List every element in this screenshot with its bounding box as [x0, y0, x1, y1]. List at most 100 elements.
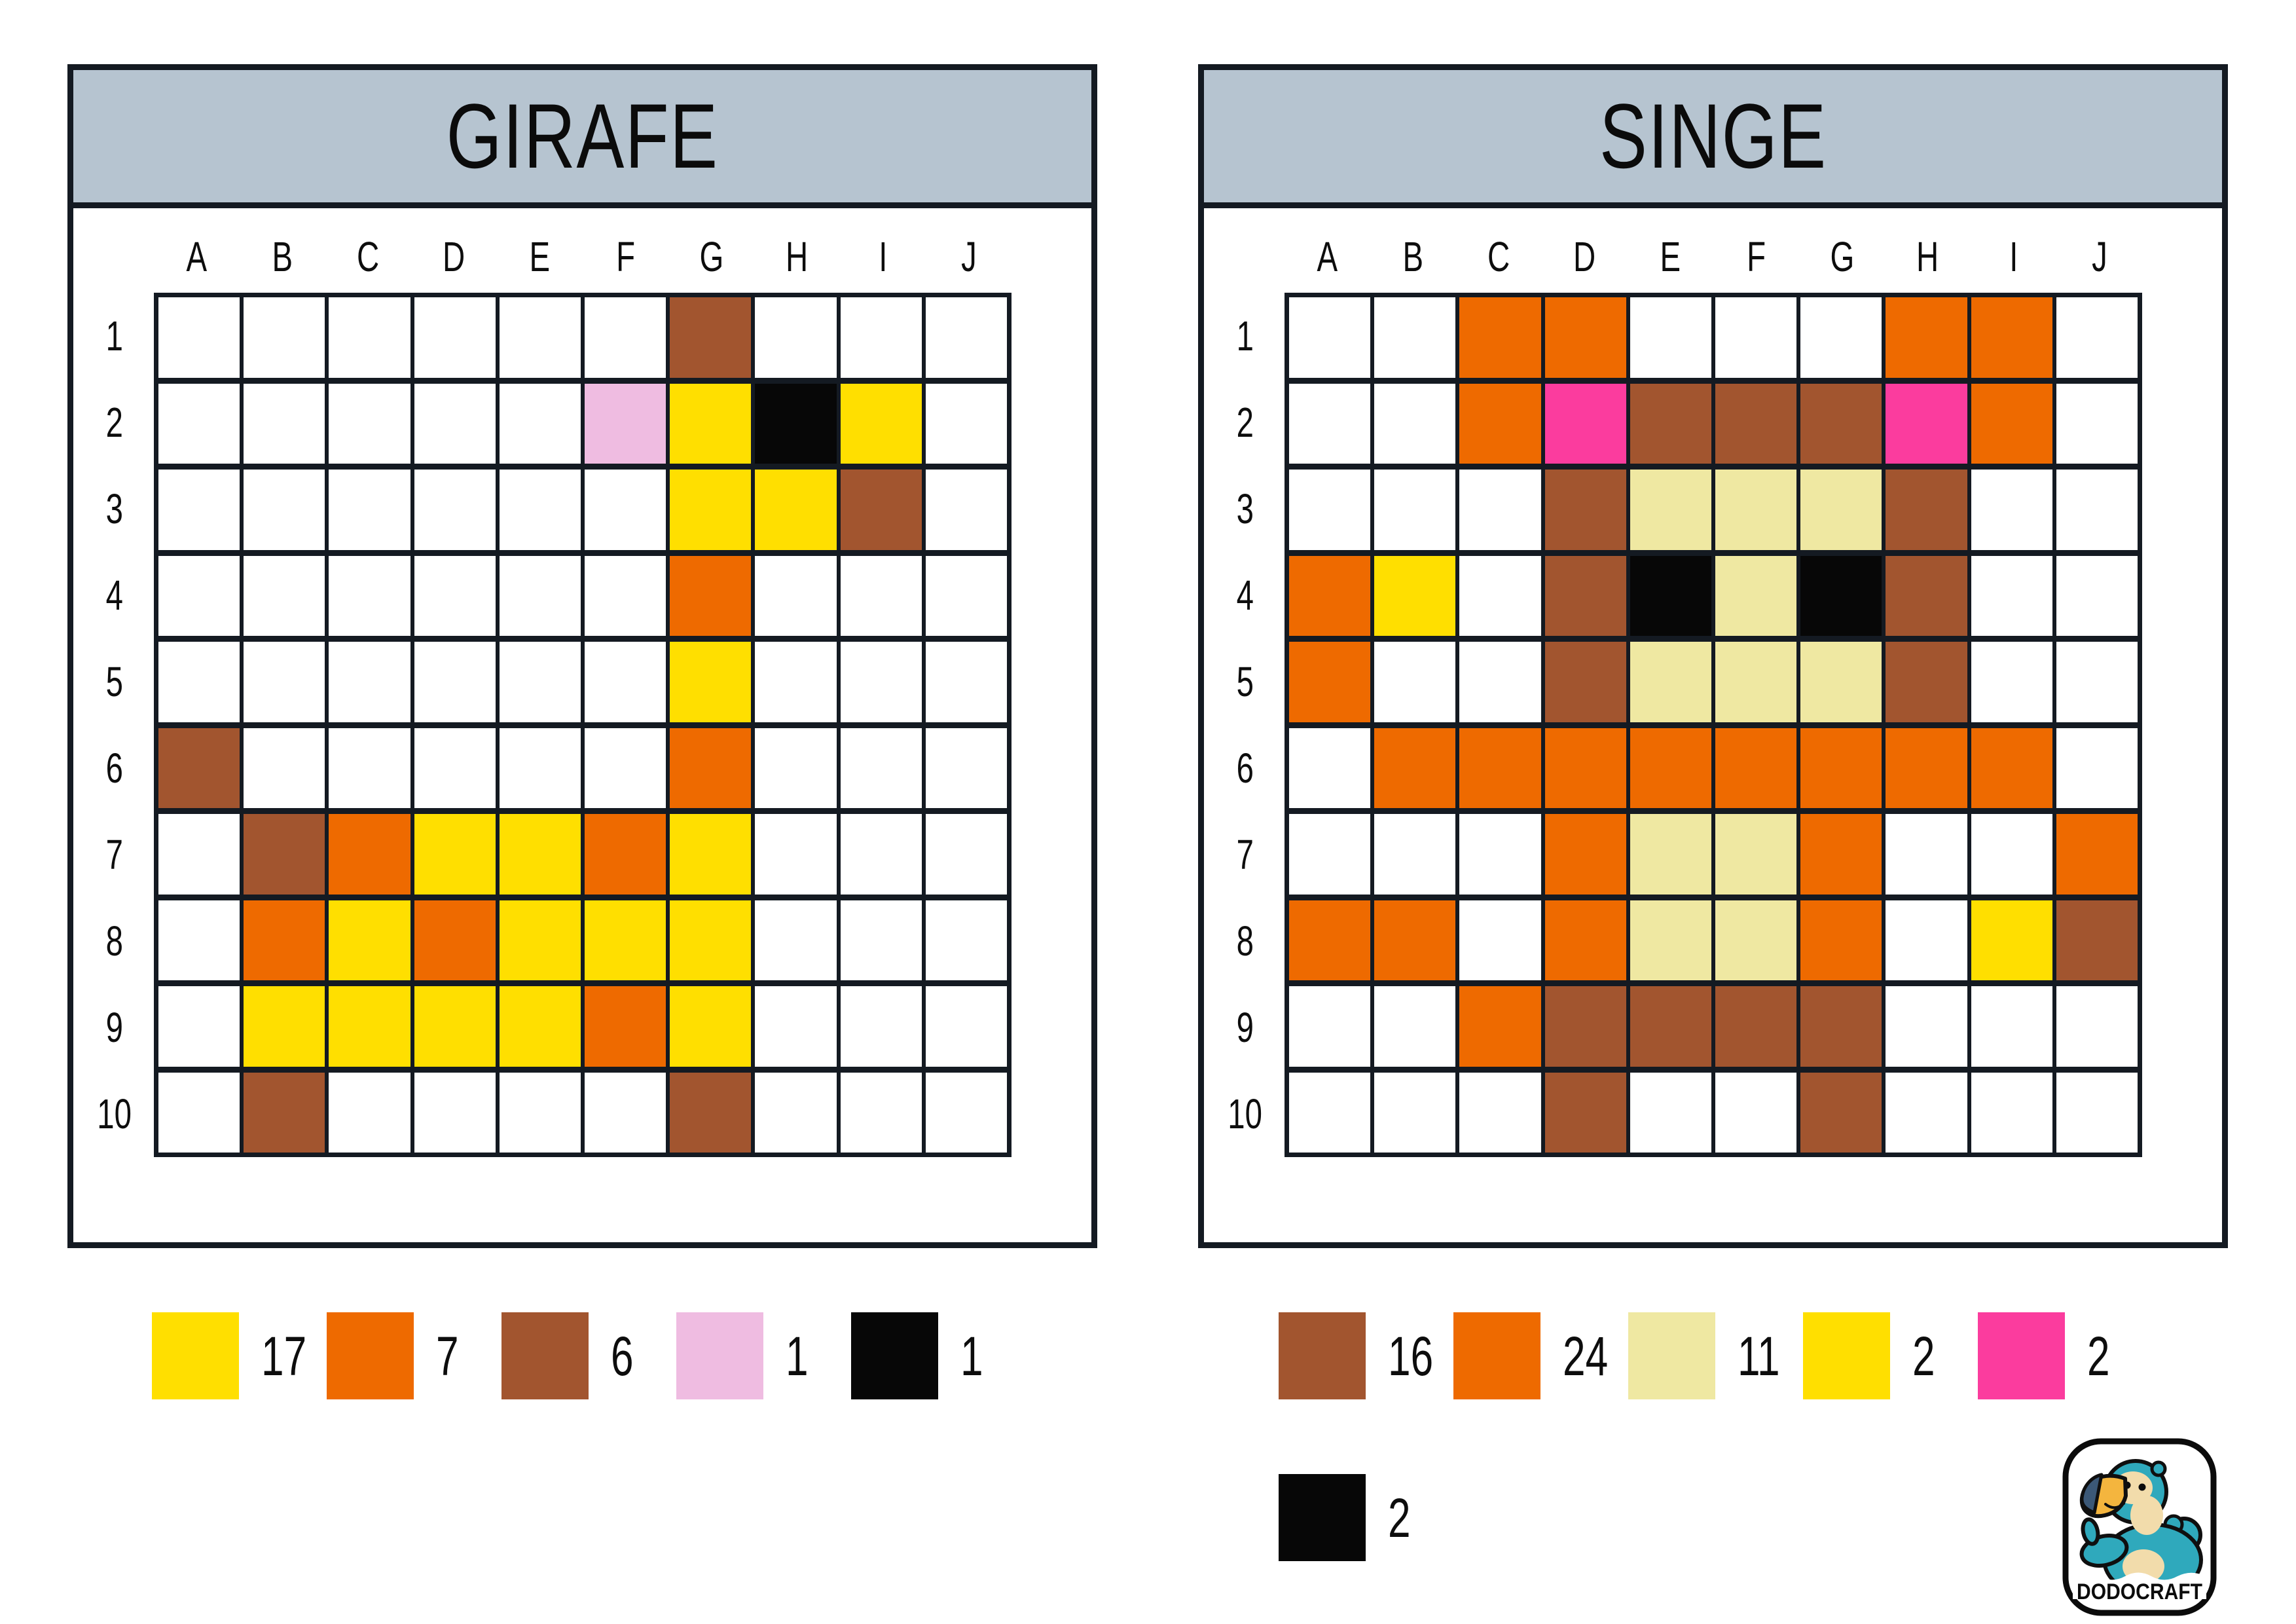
legend-swatch-girafe-orange [327, 1312, 414, 1399]
cell-singe-F7 [1715, 814, 1797, 895]
singe-legend: 16 24 11 2 2 2 [1279, 1312, 2159, 1561]
cell-singe-I3 [1971, 470, 2052, 550]
cell-singe-F4 [1715, 555, 1797, 636]
cell-singe-F3 [1715, 470, 1797, 550]
row-label-girafe-1: 1 [105, 312, 123, 360]
cell-singe-E2 [1630, 383, 1711, 464]
cell-girafe-D6 [414, 728, 496, 808]
panel-singe-titlebar: SINGE [1204, 70, 2222, 208]
cell-singe-J1 [2056, 297, 2138, 378]
cell-singe-J7 [2056, 814, 2138, 895]
row-label-singe-10: 10 [1228, 1090, 1262, 1137]
cell-singe-E3 [1630, 470, 1711, 550]
cell-girafe-F9 [584, 986, 666, 1067]
col-header-girafe-E: E [529, 233, 551, 280]
cell-girafe-A4 [158, 555, 240, 636]
row-label-singe-6: 6 [1236, 745, 1254, 792]
cell-girafe-H1 [755, 297, 837, 378]
cell-girafe-G4 [670, 555, 752, 636]
row-label-girafe-3: 3 [105, 485, 123, 532]
cell-singe-E1 [1630, 297, 1711, 378]
dodo-thumbs-up-wing [2079, 1517, 2129, 1568]
legend-count-girafe-orange: 7 [436, 1325, 459, 1387]
cell-singe-B5 [1374, 642, 1456, 722]
cell-girafe-B10 [244, 1072, 325, 1153]
row-label-singe-4: 4 [1236, 572, 1254, 619]
panel-girafe: GIRAFE A B C D E F G H I J 1 2 3 4 5 6 7 8 9 10 [67, 64, 1097, 1248]
cell-singe-H6 [1886, 728, 1967, 808]
cell-singe-H2 [1886, 383, 1967, 464]
cell-girafe-E4 [499, 555, 581, 636]
cell-singe-G2 [1800, 383, 1882, 464]
cell-girafe-F6 [584, 728, 666, 808]
col-header-girafe-C: C [357, 233, 380, 280]
cell-girafe-H4 [755, 555, 837, 636]
legend-count-singe-cream: 11 [1738, 1325, 1780, 1387]
cell-singe-I5 [1971, 642, 2052, 722]
cell-girafe-G10 [670, 1072, 752, 1153]
cell-girafe-C9 [329, 986, 410, 1067]
cell-singe-A1 [1289, 297, 1371, 378]
cell-girafe-G8 [670, 900, 752, 980]
cell-girafe-H6 [755, 728, 837, 808]
legend-count-singe-black: 2 [1388, 1486, 1411, 1549]
cell-singe-B6 [1374, 728, 1456, 808]
cell-singe-B10 [1374, 1072, 1456, 1153]
cell-singe-I1 [1971, 297, 2052, 378]
cell-singe-C4 [1459, 555, 1541, 636]
cell-girafe-I7 [840, 814, 922, 895]
cell-singe-I2 [1971, 383, 2052, 464]
cell-singe-A6 [1289, 728, 1371, 808]
cell-singe-J4 [2056, 555, 2138, 636]
cell-singe-B9 [1374, 986, 1456, 1067]
cell-singe-D6 [1544, 728, 1626, 808]
cell-singe-D5 [1544, 642, 1626, 722]
cell-girafe-C4 [329, 555, 410, 636]
cell-girafe-C10 [329, 1072, 410, 1153]
cell-girafe-F10 [584, 1072, 666, 1153]
cell-girafe-I4 [840, 555, 922, 636]
singe-row-labels: 1 2 3 4 5 6 7 8 9 10 [1214, 293, 1276, 1157]
cell-girafe-G3 [670, 470, 752, 550]
cell-singe-H4 [1886, 555, 1967, 636]
cell-singe-J3 [2056, 470, 2138, 550]
legend-item-girafe-pink: 1 [676, 1312, 851, 1399]
legend-count-singe-yellow: 2 [1912, 1325, 1935, 1387]
cell-singe-B3 [1374, 470, 1456, 550]
cell-girafe-E8 [499, 900, 581, 980]
cell-singe-F8 [1715, 900, 1797, 980]
panel-girafe-titlebar: GIRAFE [73, 70, 1091, 208]
cell-girafe-D5 [414, 642, 496, 722]
cell-singe-H8 [1886, 900, 1967, 980]
cell-singe-G5 [1800, 642, 1882, 722]
cell-singe-B8 [1374, 900, 1456, 980]
cell-singe-H3 [1886, 470, 1967, 550]
cell-girafe-A3 [158, 470, 240, 550]
cell-singe-G7 [1800, 814, 1882, 895]
legend-count-girafe-yellow: 17 [261, 1325, 307, 1387]
cell-singe-F1 [1715, 297, 1797, 378]
cell-singe-C7 [1459, 814, 1541, 895]
cell-singe-F9 [1715, 986, 1797, 1067]
col-header-girafe-B: B [272, 233, 293, 280]
cell-singe-F6 [1715, 728, 1797, 808]
cell-girafe-C2 [329, 383, 410, 464]
cell-singe-D2 [1544, 383, 1626, 464]
cell-singe-J5 [2056, 642, 2138, 722]
cell-girafe-J8 [925, 900, 1007, 980]
legend-item-girafe-yellow: 17 [152, 1312, 327, 1399]
cell-girafe-H3 [755, 470, 837, 550]
col-header-girafe-F: F [616, 233, 635, 280]
cell-singe-J8 [2056, 900, 2138, 980]
cell-girafe-D9 [414, 986, 496, 1067]
cell-singe-I10 [1971, 1072, 2052, 1153]
panel-singe-title: SINGE [1599, 84, 1827, 187]
panel-girafe-title: GIRAFE [446, 84, 719, 187]
col-header-girafe-A: A [186, 233, 208, 280]
cell-girafe-E7 [499, 814, 581, 895]
cell-singe-A10 [1289, 1072, 1371, 1153]
cell-singe-D8 [1544, 900, 1626, 980]
legend-swatch-girafe-yellow [152, 1312, 239, 1399]
girafe-legend: 17 7 6 1 1 [152, 1312, 1026, 1399]
cell-singe-E10 [1630, 1072, 1711, 1153]
